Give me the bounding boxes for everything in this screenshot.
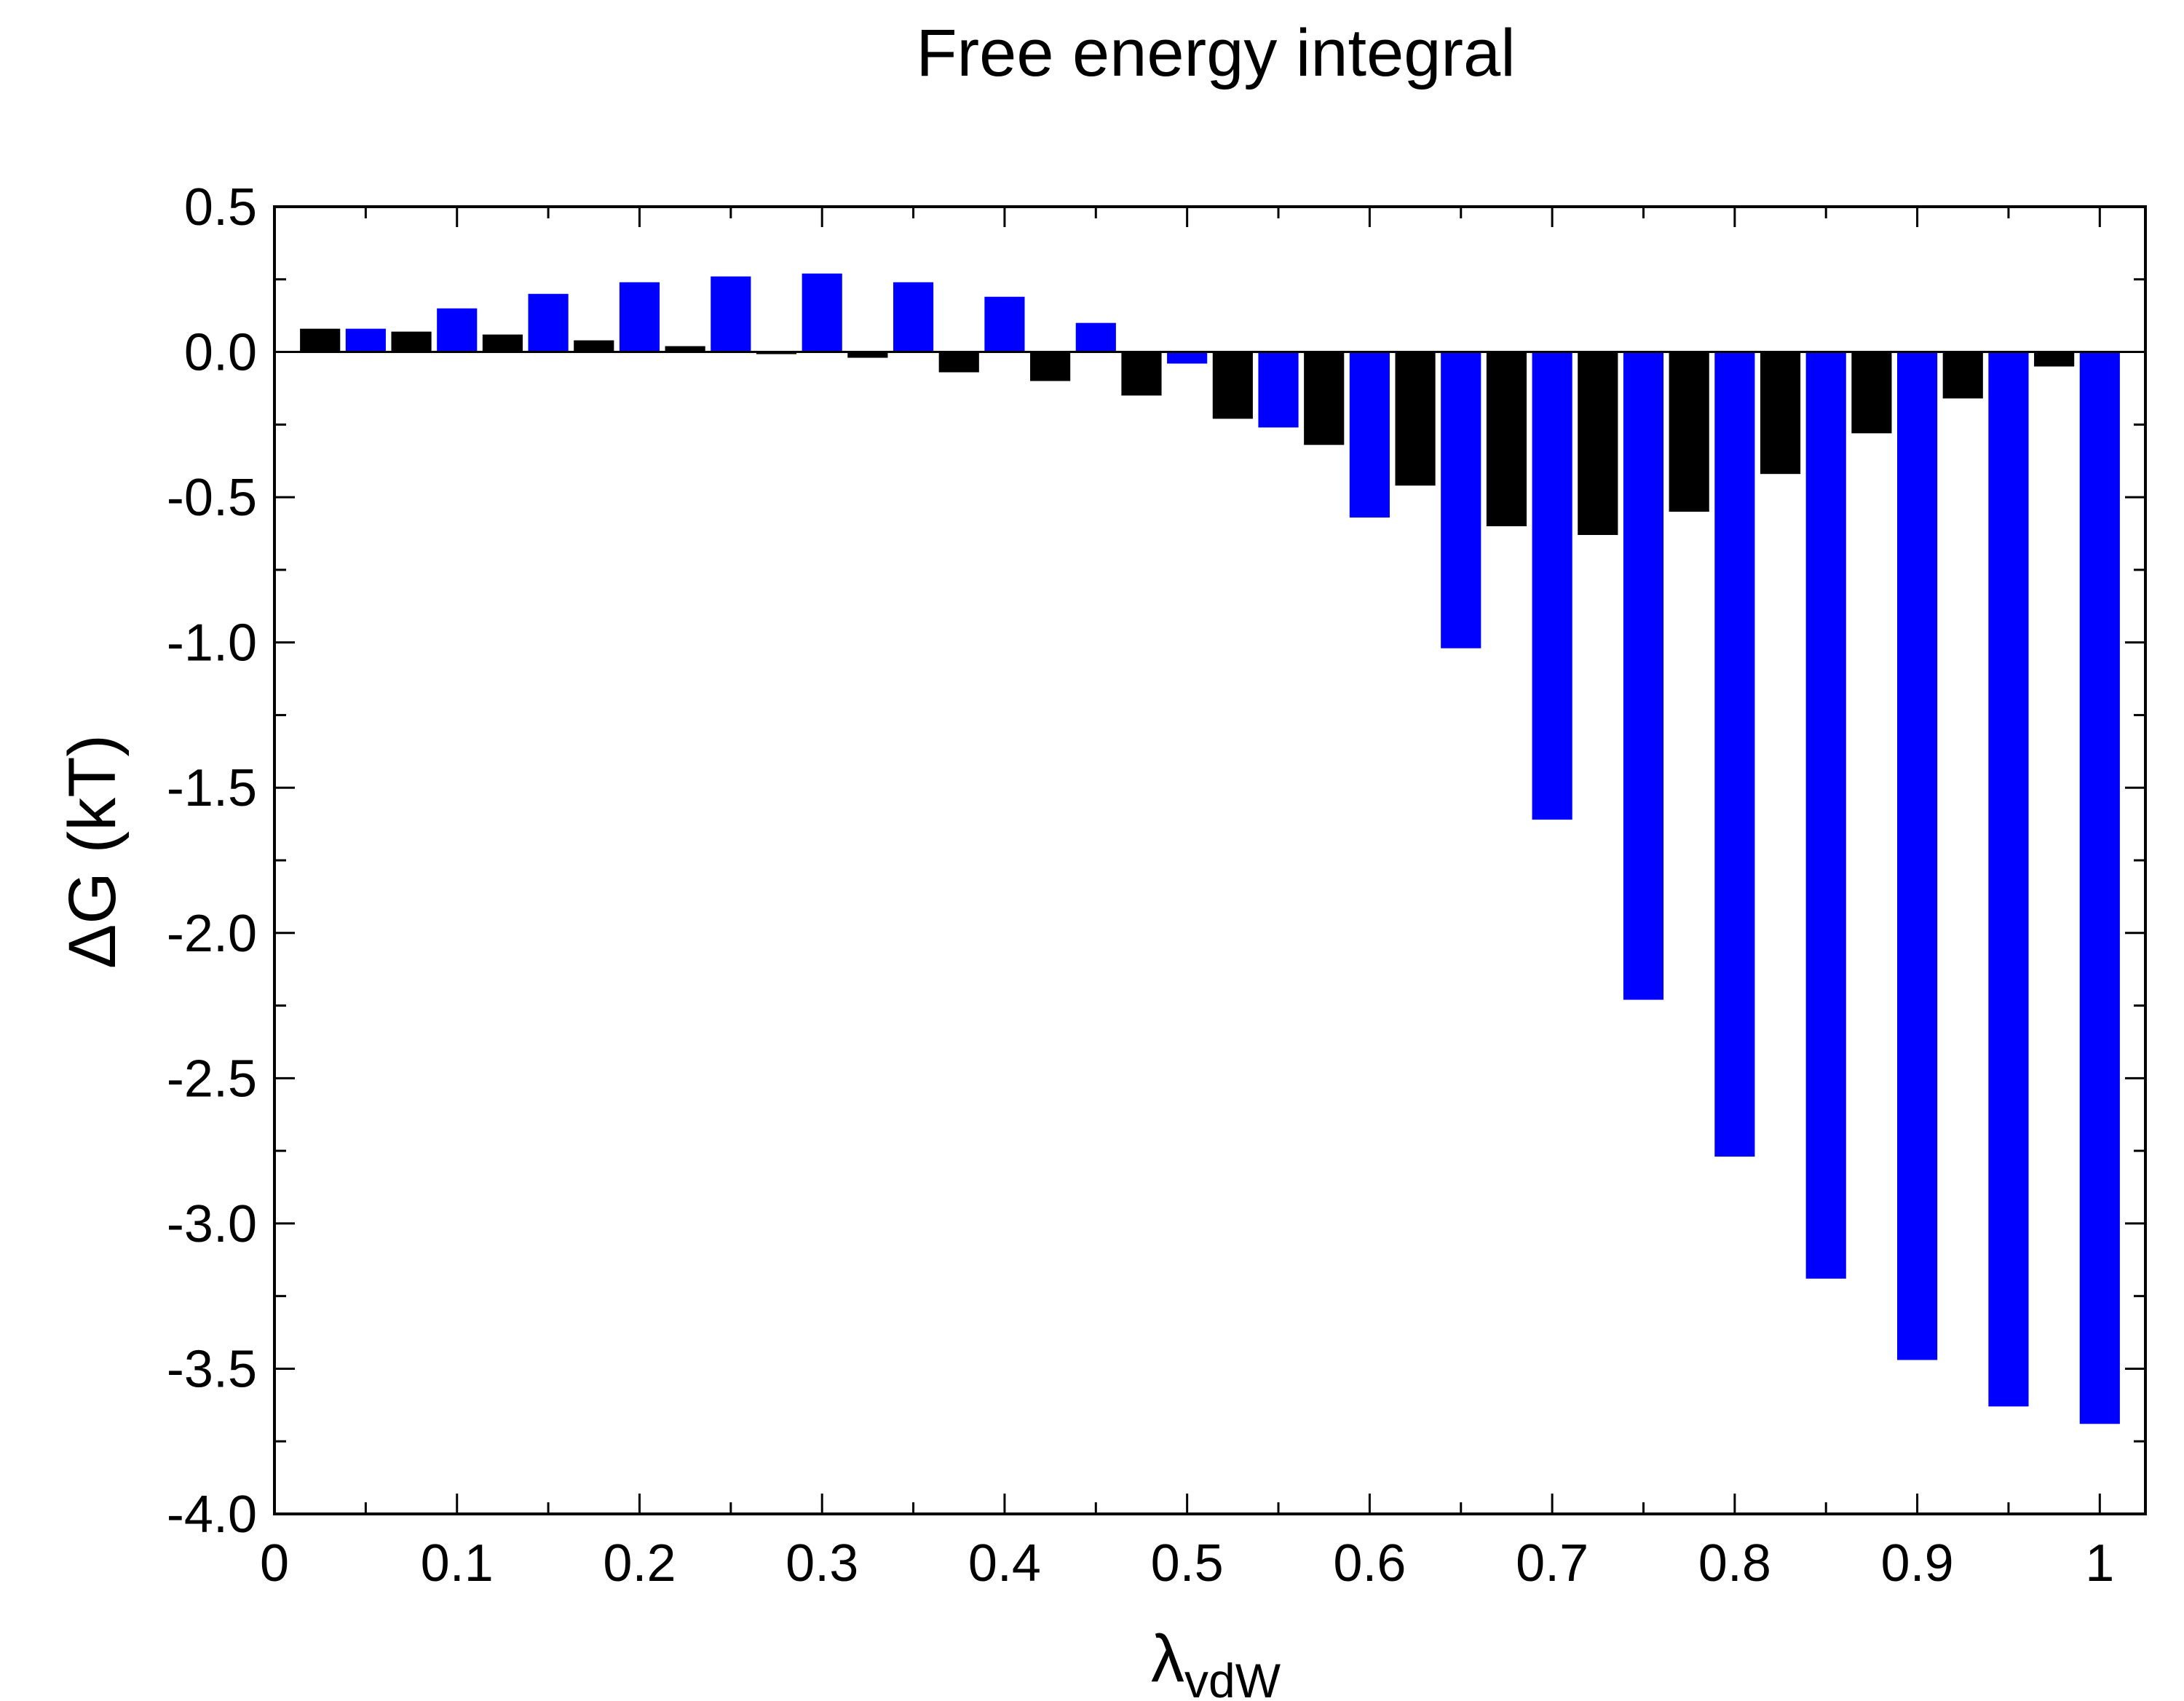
bar-blue-17 [1897,352,1938,1360]
bar-black-3 [574,340,614,352]
bar-black-15 [1669,352,1709,512]
bar-blue-11 [1349,352,1390,518]
y-tick-label: 0.0 [184,324,257,382]
y-tick-label: -3.5 [167,1340,257,1398]
bar-black-19 [2034,352,2075,367]
bars-layer [300,273,2120,1424]
bar-blue-10 [1258,352,1299,428]
x-axis-title-symbol: λ [1151,1622,1184,1696]
bar-black-0 [300,328,341,352]
ticks-layer [273,205,2145,1515]
y-tick-labels: 0.5 0.0 -0.5 -1.0 -1.5 -2.0 -2.5 -3.0 -3.5 -4.0 [167,178,257,1544]
bar-black-17 [1851,352,1892,434]
y-tick-label: 0.5 [184,178,257,237]
bar-blue-8 [1075,322,1116,352]
y-tick-label: -3.0 [167,1195,257,1253]
bar-black-12 [1395,352,1436,486]
bar-black-8 [1030,352,1071,381]
chart-title: Free energy integral [916,16,1515,90]
bar-black-4 [665,346,705,352]
bar-blue-12 [1441,352,1481,649]
bar-black-1 [391,331,432,352]
x-tick-label: 0 [260,1534,289,1593]
x-tick-label: 0.4 [968,1534,1041,1593]
x-tick-labels: 0 0.1 0.2 0.3 0.4 0.5 0.6 0.7 0.8 0.9 1 [260,1534,2114,1593]
bar-black-10 [1212,352,1253,419]
y-tick-label: -2.5 [167,1050,257,1108]
plot-frame [273,205,2147,1515]
x-tick-label: 0.7 [1516,1534,1588,1593]
bar-black-18 [1942,352,1983,399]
x-axis-title: λvdW [1151,1622,1281,1701]
bar-blue-16 [1805,352,1846,1279]
bar-black-14 [1578,352,1618,535]
bar-blue-19 [2079,352,2120,1424]
y-tick-label: -4.0 [167,1486,257,1544]
bar-black-16 [1760,352,1801,475]
bar-blue-2 [528,293,569,352]
bar-black-9 [1121,352,1162,396]
x-tick-label: 0.5 [1151,1534,1224,1593]
y-tick-label: -1.0 [167,614,257,673]
bar-blue-18 [1988,352,2029,1407]
bar-blue-7 [984,296,1025,352]
bar-blue-1 [437,308,478,352]
y-axis-title: ΔG (kT) [55,734,130,969]
x-tick-label: 0.9 [1881,1534,1954,1593]
x-tick-label: 0.6 [1333,1534,1406,1593]
y-tick-label: -0.5 [167,469,257,527]
y-tick-label: -1.5 [167,759,257,817]
bar-blue-9 [1167,352,1208,364]
bar-blue-4 [711,276,751,352]
bar-blue-13 [1532,352,1572,820]
bar-black-6 [847,352,888,358]
bar-black-7 [938,352,979,373]
bar-blue-6 [893,282,934,352]
bar-blue-0 [345,328,386,352]
bar-blue-15 [1714,352,1755,1157]
x-tick-label: 1 [2085,1534,2114,1593]
bar-black-13 [1486,352,1527,527]
x-tick-label: 0.2 [603,1534,676,1593]
x-tick-label: 0.3 [786,1534,858,1593]
y-tick-label: -2.0 [167,905,257,963]
bar-blue-5 [802,273,842,352]
x-axis-title-subscript: vdW [1184,1654,1281,1701]
x-tick-label: 0.1 [421,1534,494,1593]
bar-blue-3 [619,282,660,352]
x-tick-label: 0.8 [1698,1534,1771,1593]
bar-blue-14 [1623,352,1664,1000]
bar-black-11 [1304,352,1345,445]
bar-black-2 [482,334,523,352]
